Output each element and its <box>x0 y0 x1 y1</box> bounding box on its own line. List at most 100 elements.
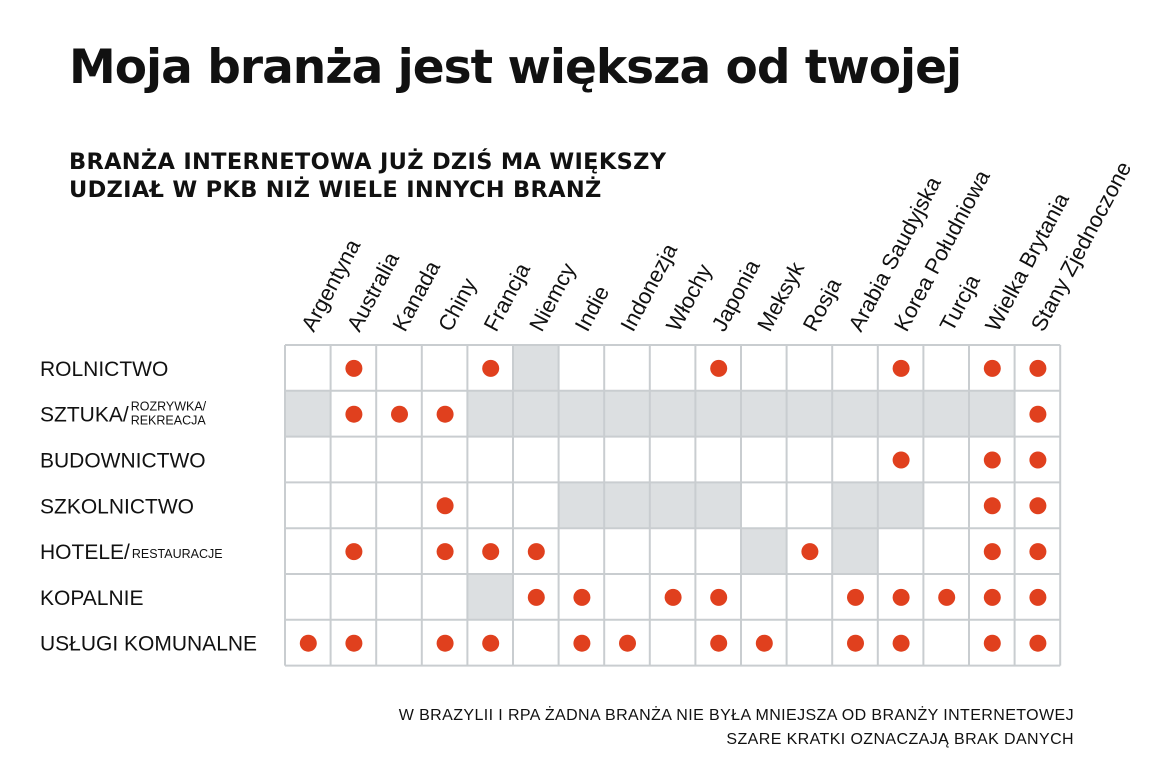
data-dot <box>482 634 500 652</box>
no-data-cell <box>513 345 559 391</box>
column-label: Chiny <box>433 274 481 335</box>
data-dot <box>892 588 910 606</box>
grid-cell <box>832 345 878 391</box>
grid-cell <box>695 528 741 574</box>
no-data-cell <box>877 390 924 437</box>
grid-cell <box>558 436 605 483</box>
row-sublabel: REKREACJA <box>131 414 207 428</box>
data-dot <box>436 497 454 515</box>
grid-cell <box>330 574 377 620</box>
data-dot <box>527 588 545 606</box>
grid-cell <box>330 482 377 529</box>
grid-cell <box>376 345 422 391</box>
data-dot <box>983 497 1001 515</box>
data-dot <box>1029 405 1047 423</box>
data-dot <box>1029 359 1047 377</box>
data-dot <box>983 359 1001 377</box>
data-dot <box>664 588 682 606</box>
grid-cell <box>649 436 696 483</box>
no-data-cell <box>695 390 741 437</box>
data-dot <box>892 359 910 377</box>
grid-cell <box>923 619 969 666</box>
grid-cell <box>923 436 969 483</box>
grid-cell <box>649 528 696 574</box>
note-gray-cells: SZARE KRATKI OZNACZAJĄ BRAK DANYCH <box>726 731 1074 748</box>
grid-cell <box>376 482 422 529</box>
no-data-cell <box>467 390 513 437</box>
grid-cell <box>467 436 513 483</box>
no-data-cell <box>604 482 650 529</box>
data-dot <box>482 359 500 377</box>
data-dot <box>1029 588 1047 606</box>
no-data-cell <box>969 390 1015 437</box>
grid-cell <box>649 619 696 666</box>
data-dot <box>482 543 500 561</box>
grid-cell <box>923 528 969 574</box>
row-label: HOTELE/ <box>40 541 130 564</box>
data-dot <box>436 634 454 652</box>
row-label: SZKOLNICTWO <box>40 495 194 518</box>
data-dot <box>573 634 591 652</box>
grid-cell <box>832 436 878 483</box>
grid-cell <box>376 619 422 666</box>
grid-cell <box>741 574 787 620</box>
data-dot <box>983 634 1001 652</box>
grid-cell <box>604 528 650 574</box>
data-dot <box>1029 543 1047 561</box>
grid-cell <box>604 345 650 391</box>
grid-cell <box>376 574 422 620</box>
grid-cell <box>285 482 331 529</box>
row-sublabel: RESTAURACJE <box>132 547 223 561</box>
no-data-cell <box>558 482 605 529</box>
grid-cell <box>741 482 787 529</box>
grid-cell <box>649 345 696 391</box>
no-data-cell <box>695 482 741 529</box>
column-label: Turcja <box>935 270 986 336</box>
subtitle-line-2: UDZIAŁ W PKB NIŻ WIELE INNYCH BRANŻ <box>69 177 602 203</box>
grid-cell <box>285 574 331 620</box>
data-dot <box>345 543 363 561</box>
no-data-cell <box>649 390 696 437</box>
row-sublabel: ROZRYWKA/ <box>131 400 207 414</box>
subtitle-line-1: BRANŻA INTERNETOWA JUŻ DZIŚ MA WIĘKSZY <box>69 149 667 175</box>
grid-cell <box>285 345 331 391</box>
grid-cell <box>923 345 969 391</box>
data-dot <box>345 359 363 377</box>
grid-cell <box>421 345 468 391</box>
no-data-cell <box>786 390 833 437</box>
grid-cell <box>741 436 787 483</box>
no-data-cell <box>513 390 559 437</box>
grid-cell <box>604 574 650 620</box>
no-data-cell <box>832 528 878 574</box>
grid-cell <box>285 528 331 574</box>
data-dot <box>391 405 408 423</box>
grid-cell <box>877 528 924 574</box>
no-data-cell <box>558 390 605 437</box>
grid-cell <box>513 436 559 483</box>
data-dot <box>983 543 1001 561</box>
data-dot <box>436 405 454 423</box>
no-data-cell <box>649 482 696 529</box>
no-data-cell <box>741 528 787 574</box>
no-data-cell <box>832 390 878 437</box>
grid-cell <box>695 436 741 483</box>
grid-cell <box>786 436 833 483</box>
row-label: KOPALNIE <box>40 587 143 610</box>
no-data-cell <box>467 574 513 620</box>
data-dot <box>710 634 728 652</box>
grid-cell <box>741 345 787 391</box>
no-data-cell <box>285 390 331 437</box>
column-label: Rosja <box>798 273 847 335</box>
chart-title: Moja branża jest większa od twojej <box>69 40 962 95</box>
data-dot <box>436 543 454 561</box>
grid-cell <box>558 345 605 391</box>
no-data-cell <box>923 390 969 437</box>
no-data-cell <box>877 482 924 529</box>
data-dot <box>1029 497 1047 515</box>
grid-cell <box>786 482 833 529</box>
data-dot <box>527 543 545 561</box>
grid-cell <box>421 574 468 620</box>
data-dot <box>345 634 363 652</box>
data-dot <box>1029 451 1047 469</box>
